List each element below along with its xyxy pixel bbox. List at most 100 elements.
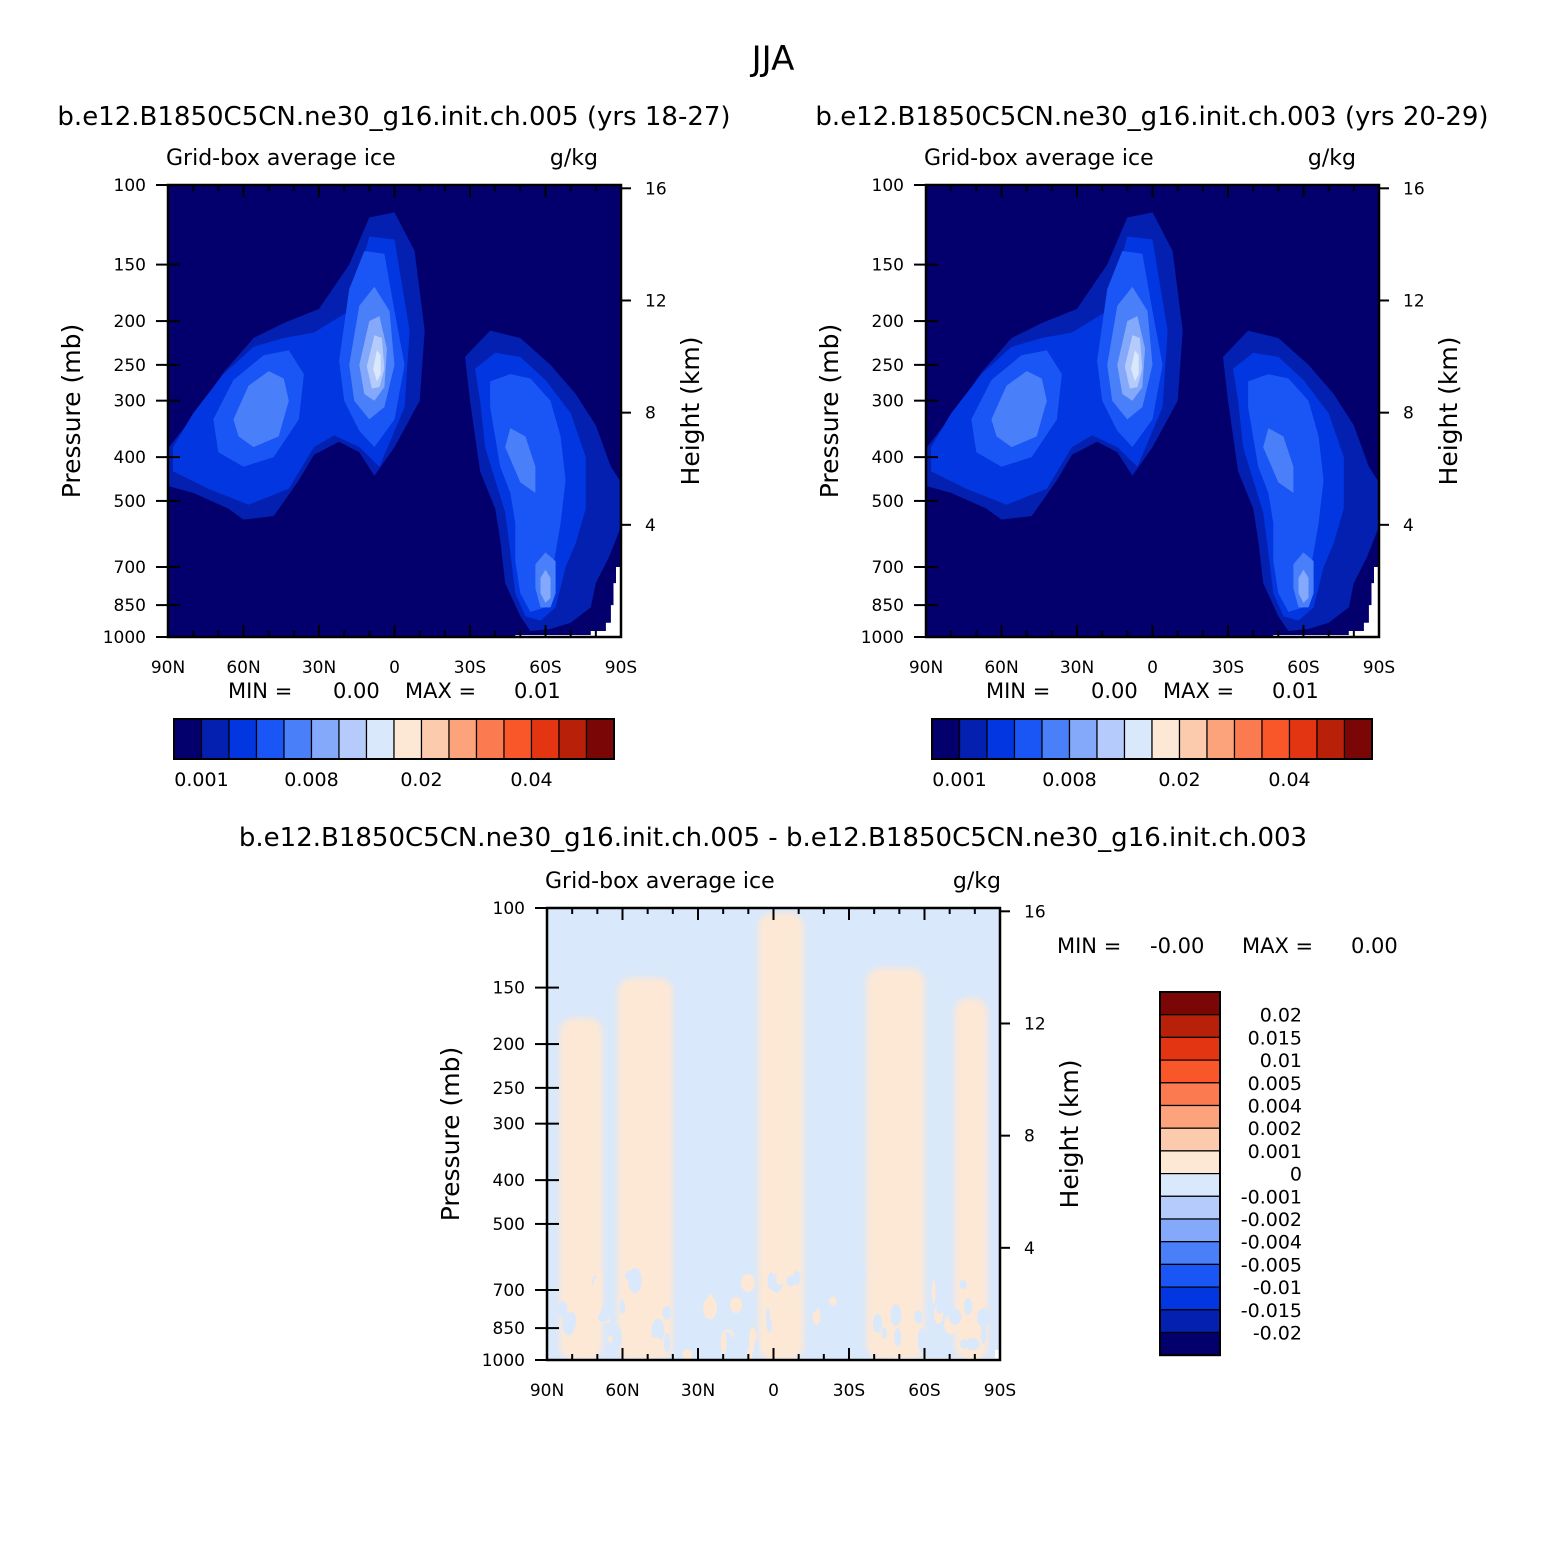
left-min-value: 0.00 bbox=[333, 679, 380, 703]
left-x-tick-label: 60N bbox=[226, 658, 260, 678]
right-y2-tick-label: 4 bbox=[1403, 516, 1414, 536]
diff-colorbar: 0.020.0150.010.0050.0040.0020.0010-0.001… bbox=[1159, 991, 1302, 1357]
left-colorbar-frame bbox=[173, 718, 615, 760]
left-y-tick-label: 850 bbox=[114, 596, 146, 616]
panel-diff: Grid-box average ice g/kg 90N 60N 30N 0 30S 6… bbox=[436, 869, 1398, 1401]
right-y-tick-label: 850 bbox=[872, 596, 904, 616]
left-min-label: MIN = bbox=[228, 679, 292, 703]
left-colorbar-swatch bbox=[503, 718, 533, 760]
left-colorbar-swatch bbox=[255, 718, 285, 760]
diff-speckle bbox=[844, 1289, 850, 1316]
diff-colorbar-swatch bbox=[1159, 1059, 1221, 1084]
diff-speckle bbox=[767, 1272, 775, 1290]
diff-colorbar-swatch bbox=[1159, 1218, 1221, 1243]
diff-y2-tick-label: 12 bbox=[1024, 1014, 1046, 1034]
diff-speckle bbox=[964, 1297, 973, 1315]
diff-y-tick-label: 700 bbox=[493, 1281, 525, 1301]
left-y-axis-label: Pressure (mb) bbox=[57, 324, 86, 498]
right-y-tick-label: 500 bbox=[872, 492, 904, 512]
right-y2-axis-label: Height (km) bbox=[1434, 337, 1463, 486]
right-colorbar-frame bbox=[931, 718, 1373, 760]
diff-speckle bbox=[795, 1318, 801, 1334]
diff-y-tick-label: 150 bbox=[493, 979, 525, 999]
right-colorbar-swatch bbox=[1178, 718, 1208, 760]
right-colorbar-swatch bbox=[1261, 718, 1291, 760]
diff-colorbar-swatch bbox=[1159, 1309, 1221, 1334]
right-x-tick-label: 0 bbox=[1147, 658, 1158, 678]
diff-colorbar-swatch bbox=[1159, 991, 1221, 1016]
left-max-label: MAX = bbox=[405, 679, 476, 703]
diff-x-tick-label: 90S bbox=[984, 1381, 1016, 1401]
diff-y-tick-label: 300 bbox=[493, 1115, 525, 1135]
diff-speckle bbox=[593, 1294, 602, 1315]
right-contour-sh-low-level5 bbox=[1298, 569, 1309, 603]
left-colorbar-swatch bbox=[558, 718, 588, 760]
left-x-tick-label: 30S bbox=[454, 658, 486, 678]
diff-speckle bbox=[948, 1308, 962, 1325]
diff-speckle bbox=[806, 1328, 815, 1339]
right-colorbar-swatch bbox=[1206, 718, 1236, 760]
diff-field-label: Grid-box average ice bbox=[545, 869, 775, 894]
left-y2-tick-label: 16 bbox=[645, 179, 667, 199]
diff-speckle bbox=[619, 1299, 626, 1314]
diff-speckle bbox=[676, 1264, 686, 1286]
left-colorbar-swatch bbox=[173, 718, 203, 760]
diff-speckle bbox=[874, 1277, 881, 1300]
diff-positive-band bbox=[559, 1018, 603, 1360]
right-colorbar-label: 0.02 bbox=[1158, 769, 1200, 791]
right-y-tick-label: 100 bbox=[872, 176, 904, 196]
diff-speckle bbox=[703, 1296, 717, 1320]
right-contour-trop-level7 bbox=[1131, 350, 1139, 382]
diff-speckle bbox=[936, 1301, 943, 1315]
diff-colorbar-label: -0.001 bbox=[1241, 1186, 1302, 1208]
diff-speckle bbox=[931, 1280, 936, 1304]
right-x-tick-label: 60S bbox=[1287, 658, 1319, 678]
diff-y-tick-label: 850 bbox=[493, 1319, 525, 1339]
right-axes: 90N 60N 30N 0 30S 60S 90S 100 150 200 250 300 400 500… bbox=[815, 176, 1463, 678]
left-colorbar-swatch bbox=[338, 718, 368, 760]
left-colorbar-swatch bbox=[228, 718, 258, 760]
diff-speckle bbox=[641, 1319, 649, 1328]
diff-speckle bbox=[859, 1271, 866, 1282]
diff-speckle bbox=[662, 1305, 672, 1320]
diff-speckle bbox=[676, 1338, 687, 1348]
right-x-tick-label: 60N bbox=[984, 658, 1018, 678]
panel-right: Grid-box average ice g/kg 90N 60N 30N 0 30S 6… bbox=[815, 146, 1463, 791]
left-y-tick-label: 700 bbox=[114, 558, 146, 578]
diff-speckle bbox=[581, 1330, 590, 1349]
left-x-tick-label: 0 bbox=[389, 658, 400, 678]
diff-colorbar-swatch bbox=[1159, 1127, 1221, 1152]
diff-speckle bbox=[977, 1308, 990, 1327]
diff-colorbar-swatch bbox=[1159, 1263, 1221, 1288]
diff-positive-band bbox=[866, 968, 925, 1360]
diff-colorbar-label: -0.002 bbox=[1241, 1209, 1302, 1231]
left-contour-sh-level4 bbox=[505, 428, 536, 493]
diff-x-tick-label: 0 bbox=[768, 1381, 779, 1401]
right-y-tick-label: 1000 bbox=[861, 628, 904, 648]
right-contour-sh-level4 bbox=[1263, 428, 1294, 493]
left-x-tick-label: 30N bbox=[302, 658, 336, 678]
right-colorbar-swatch bbox=[986, 718, 1016, 760]
diff-colorbar-label: 0.001 bbox=[1248, 1141, 1302, 1163]
diff-speckle bbox=[806, 1303, 818, 1313]
diff-colorbar-swatch bbox=[1159, 1331, 1221, 1356]
left-contour-sh-low-level5 bbox=[540, 569, 551, 603]
right-colorbar-swatch bbox=[1343, 718, 1373, 760]
diff-speckle bbox=[857, 1348, 868, 1360]
left-colorbar-swatch bbox=[365, 718, 395, 760]
left-colorbar-label: 0.04 bbox=[510, 769, 552, 791]
right-colorbar-label: 0.008 bbox=[1042, 769, 1096, 791]
diff-speckle bbox=[689, 1320, 695, 1340]
diff-speckle bbox=[881, 1327, 887, 1340]
diff-speckle bbox=[966, 1337, 980, 1351]
left-y-tick-label: 100 bbox=[114, 176, 146, 196]
diff-y-tick-label: 1000 bbox=[482, 1351, 525, 1371]
right-min-value: 0.00 bbox=[1091, 679, 1138, 703]
right-y2-tick-label: 8 bbox=[1403, 404, 1414, 424]
diff-speckle bbox=[872, 1313, 883, 1333]
diff-speckle bbox=[567, 1311, 577, 1330]
left-colorbar-label: 0.001 bbox=[174, 769, 228, 791]
diff-colorbar-swatch bbox=[1159, 1104, 1221, 1129]
diff-colorbar-label: 0.01 bbox=[1260, 1050, 1302, 1072]
